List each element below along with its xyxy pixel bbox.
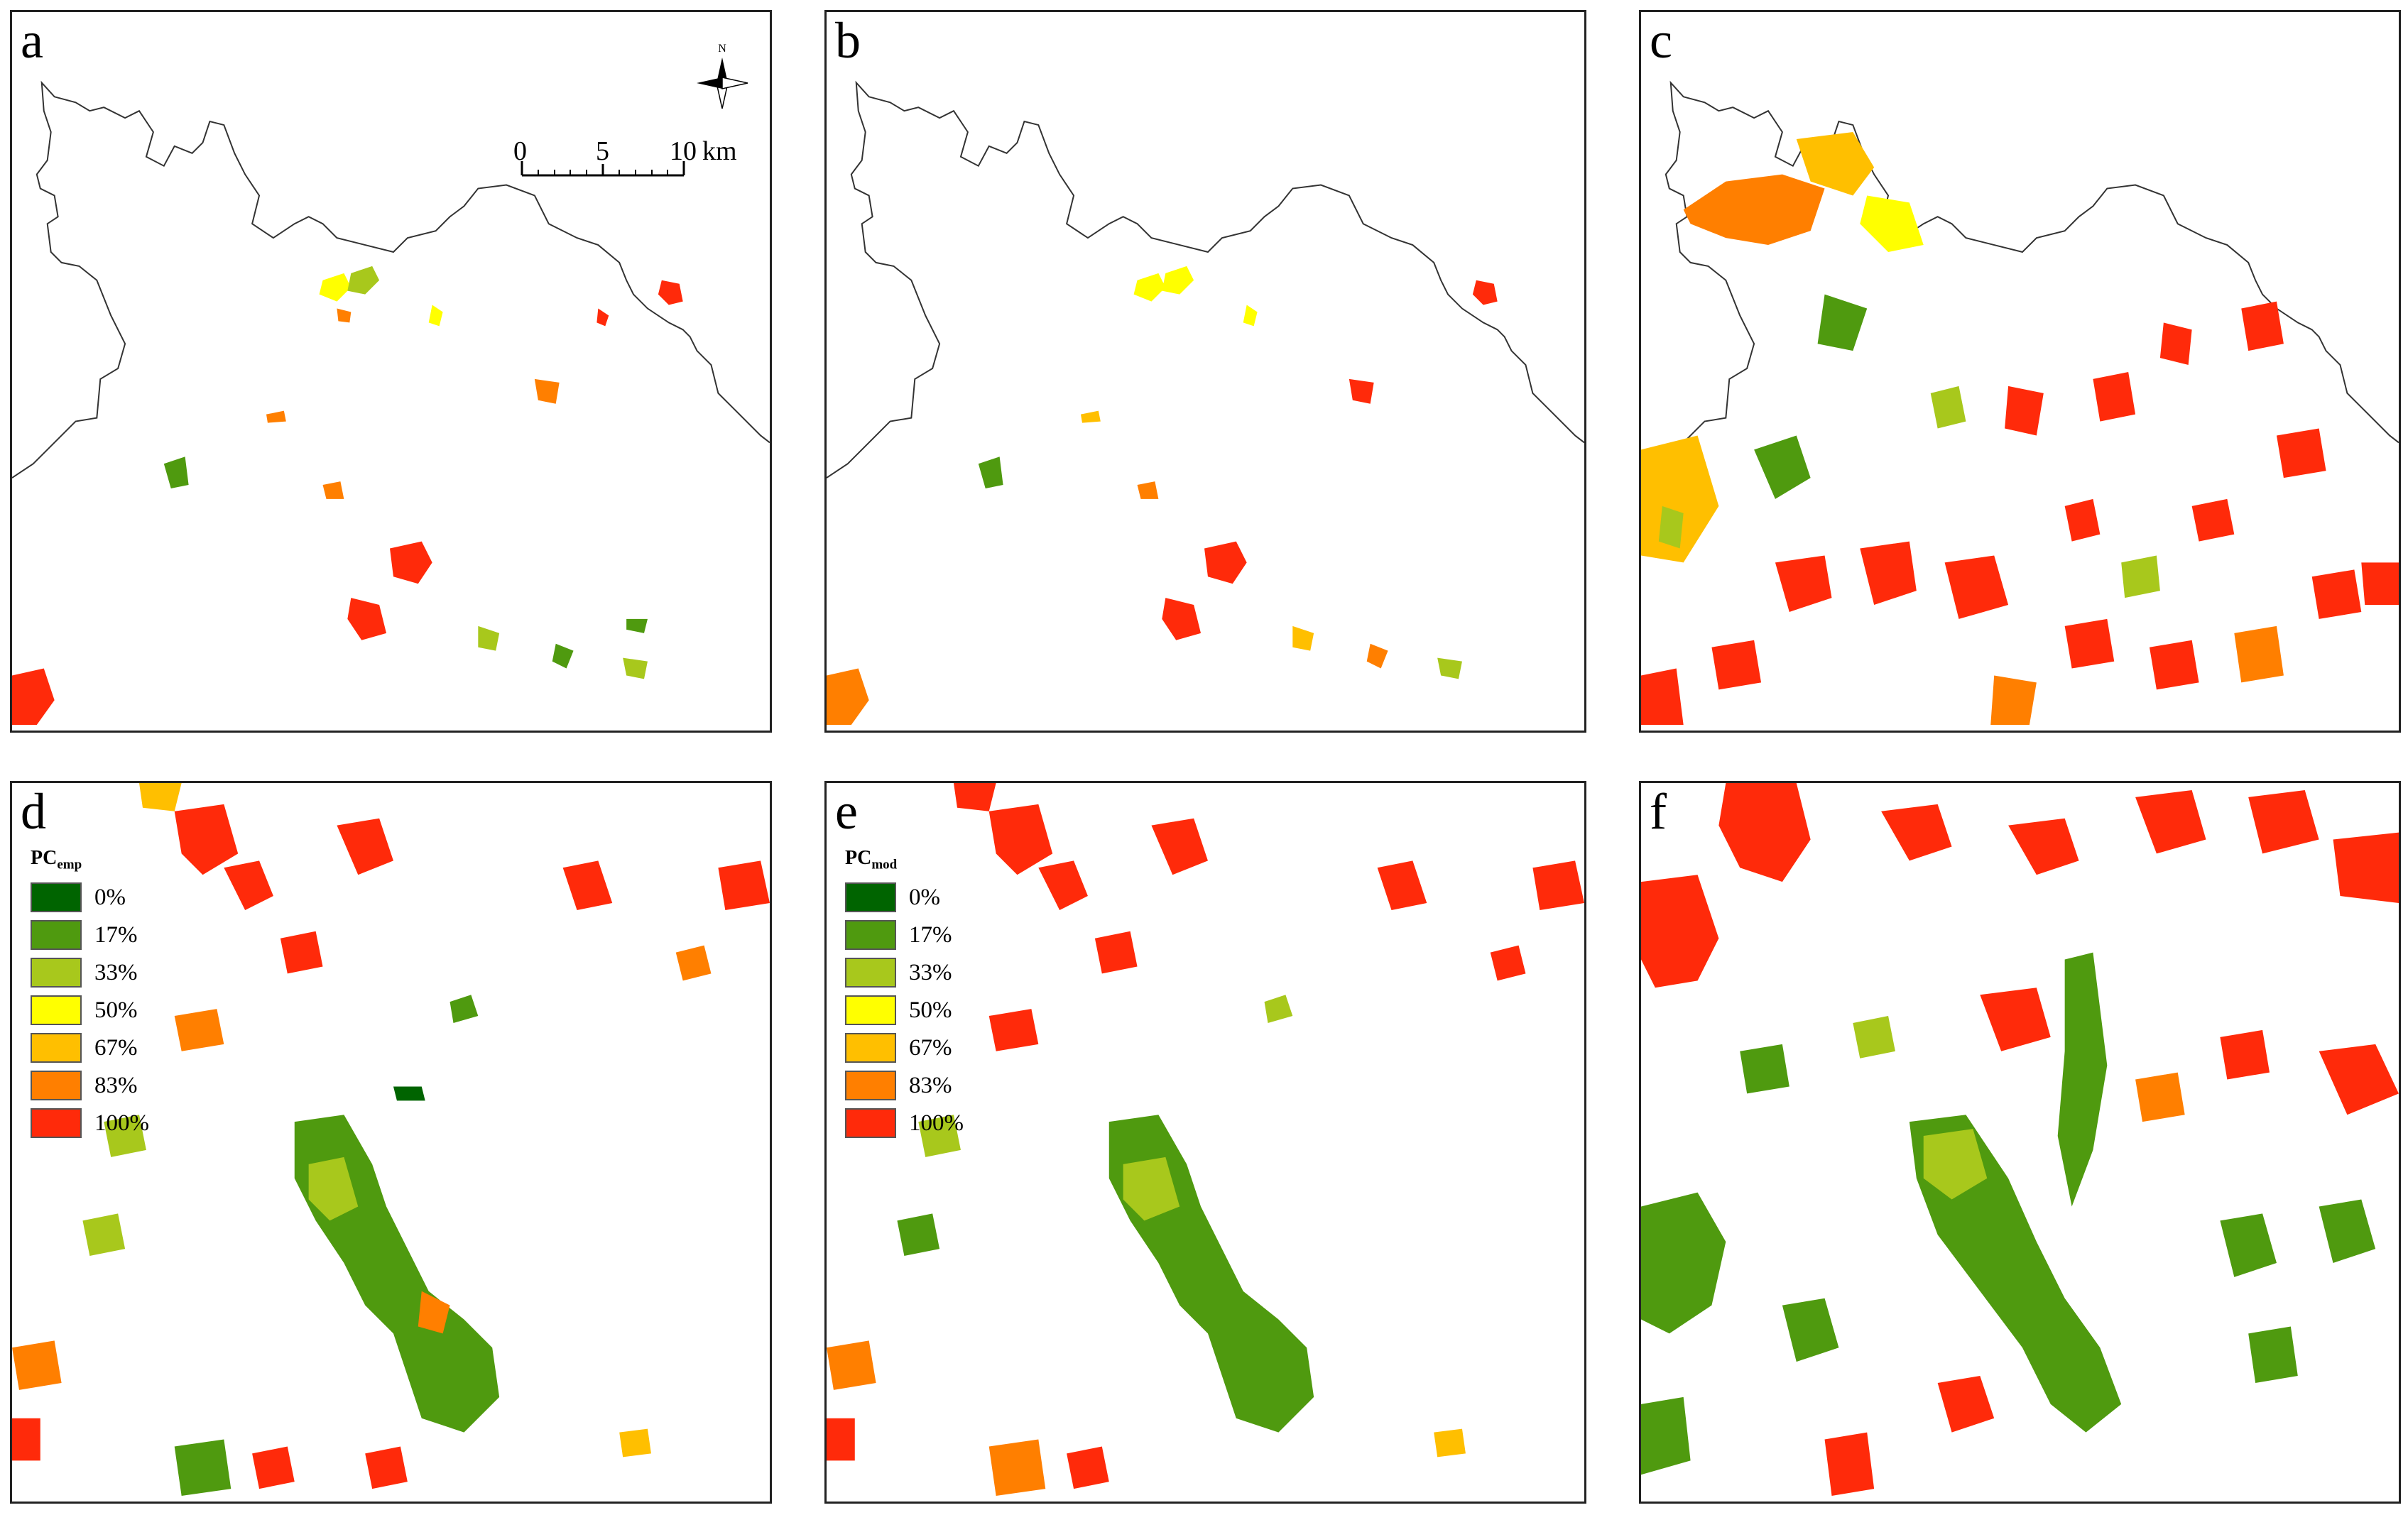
patches-b	[827, 266, 1498, 725]
legend-label: 100%	[909, 1110, 964, 1137]
legend-swatch	[31, 1071, 82, 1100]
scale-zero: 0	[513, 136, 527, 167]
legend-swatch	[31, 1033, 82, 1063]
legend-item: 100%	[845, 1105, 964, 1142]
legend-label: 100%	[94, 1110, 149, 1137]
legend-item: 67%	[845, 1029, 964, 1067]
panel-label-e: e	[835, 786, 858, 837]
patches-f	[1641, 783, 2399, 1496]
legend-item: 33%	[31, 954, 149, 992]
legend-swatch	[31, 995, 82, 1025]
legend-swatch	[845, 1071, 896, 1100]
legend-swatch	[31, 882, 82, 912]
map-b	[827, 12, 1584, 731]
legend-title-sub: mod	[871, 858, 897, 873]
north-arrow-icon: N	[694, 40, 751, 122]
map-c	[1641, 12, 2399, 731]
legend-item: 17%	[31, 917, 149, 954]
map-f	[1641, 783, 2399, 1502]
map-panel-f: f	[1639, 781, 2401, 1504]
legend-item: 100%	[31, 1105, 149, 1142]
legend-label: 33%	[94, 960, 138, 986]
legend-d: PCemp 0% 17% 33% 50% 67% 83% 100%	[31, 847, 149, 1142]
map-panel-d: d PCemp 0% 17%	[10, 781, 772, 1504]
legend-label: 83%	[94, 1073, 138, 1099]
legend-swatch	[31, 958, 82, 988]
legend-swatch	[845, 1108, 896, 1138]
study-area-boundary	[827, 82, 1584, 478]
patches-a	[12, 266, 683, 725]
legend-label: 67%	[94, 1035, 138, 1061]
map-panel-c: c	[1639, 10, 2401, 733]
legend-label: 50%	[94, 997, 138, 1024]
legend-label: 83%	[909, 1073, 952, 1099]
legend-swatch	[845, 882, 896, 912]
legend-item: 50%	[845, 992, 964, 1029]
legend-title-e: PCmod	[845, 847, 964, 873]
legend-item: 0%	[845, 879, 964, 917]
legend-title-sub: emp	[57, 858, 82, 873]
map-a	[12, 12, 770, 731]
legend-item: 33%	[845, 954, 964, 992]
legend-item: 83%	[845, 1067, 964, 1105]
panel-label-b: b	[835, 15, 861, 66]
legend-item: 17%	[845, 917, 964, 954]
legend-label: 0%	[94, 885, 126, 911]
scale-mid: 5	[596, 136, 609, 167]
legend-title-main: PC	[845, 847, 871, 869]
patches-c	[1641, 132, 2399, 725]
scale-bar: 0 5 10 km	[519, 154, 690, 186]
legend-label: 17%	[909, 922, 952, 948]
legend-swatch	[845, 1033, 896, 1063]
legend-title-d: PCemp	[31, 847, 149, 873]
legend-swatch	[31, 1108, 82, 1138]
study-area-boundary	[12, 82, 770, 478]
legend-label: 0%	[909, 885, 940, 911]
panel-label-f: f	[1650, 786, 1667, 837]
legend-swatch	[845, 995, 896, 1025]
panel-label-a: a	[21, 15, 43, 66]
panel-label-c: c	[1650, 15, 1672, 66]
legend-label: 17%	[94, 922, 138, 948]
legend-item: 67%	[31, 1029, 149, 1067]
scale-unit: km	[702, 136, 737, 167]
map-panel-e: e PCmod 0% 17% 33% 50% 6	[824, 781, 1586, 1504]
panel-label-d: d	[21, 786, 46, 837]
map-panel-a: a	[10, 10, 772, 733]
legend-label: 33%	[909, 960, 952, 986]
legend-item: 50%	[31, 992, 149, 1029]
legend-item: 83%	[31, 1067, 149, 1105]
legend-e: PCmod 0% 17% 33% 50% 67% 83% 100%	[845, 847, 964, 1142]
legend-title-main: PC	[31, 847, 57, 869]
legend-label: 50%	[909, 997, 952, 1024]
scale-max: 10	[670, 136, 697, 167]
legend-item: 0%	[31, 879, 149, 917]
legend-label: 67%	[909, 1035, 952, 1061]
north-letter: N	[718, 43, 726, 55]
map-panel-b: b	[824, 10, 1586, 733]
legend-swatch	[845, 958, 896, 988]
legend-swatch	[31, 920, 82, 950]
legend-swatch	[845, 920, 896, 950]
